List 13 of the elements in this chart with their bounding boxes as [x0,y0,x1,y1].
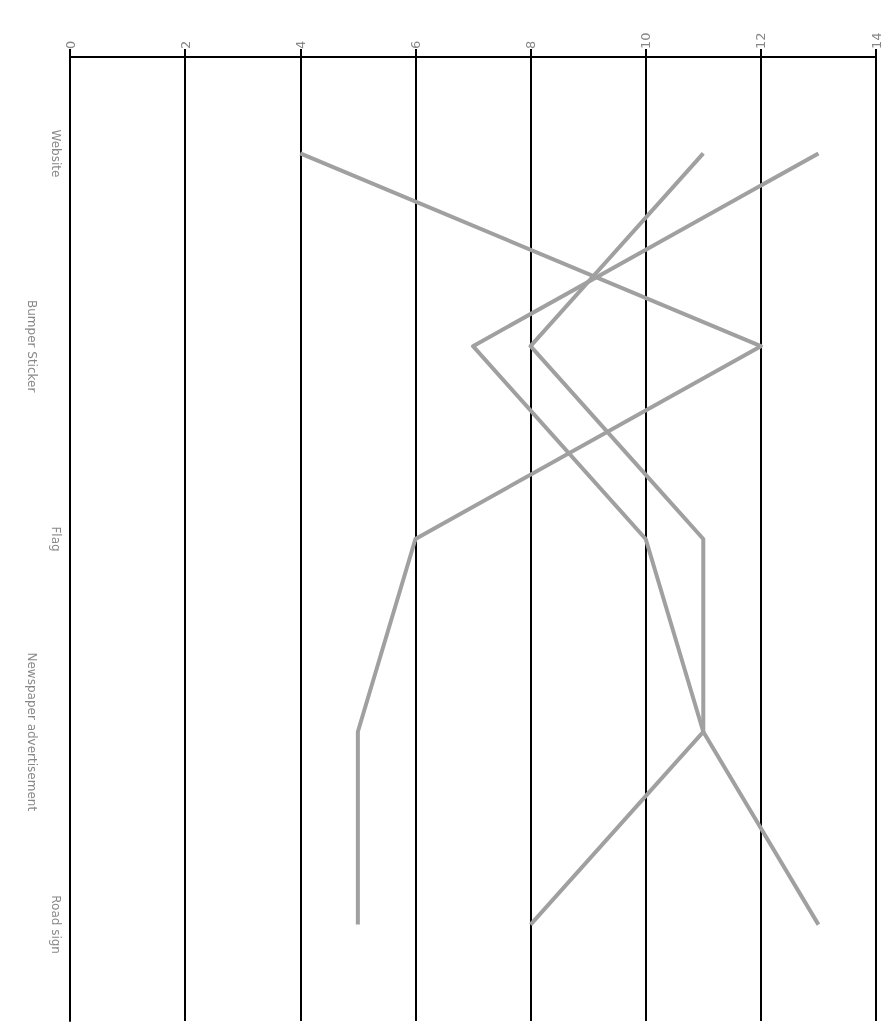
x-tick-label: 0 [62,40,78,49]
x-tick-label: 10 [638,32,654,49]
x-tick-label: 14 [868,32,884,49]
y-tick-label: Website [49,129,63,178]
x-tick-label: 2 [177,40,193,49]
x-tick-label: 8 [523,40,539,49]
y-tick-label: Road sign [49,895,63,954]
y-tick-label: Flag [49,526,63,552]
x-tick-label: 4 [292,40,308,49]
x-tick-label: 12 [753,32,769,49]
y-tick-label: Bumper Sticker [25,300,39,393]
y-tick-label: Newspaper advertisement [25,652,39,812]
x-tick-label: 6 [407,40,423,49]
